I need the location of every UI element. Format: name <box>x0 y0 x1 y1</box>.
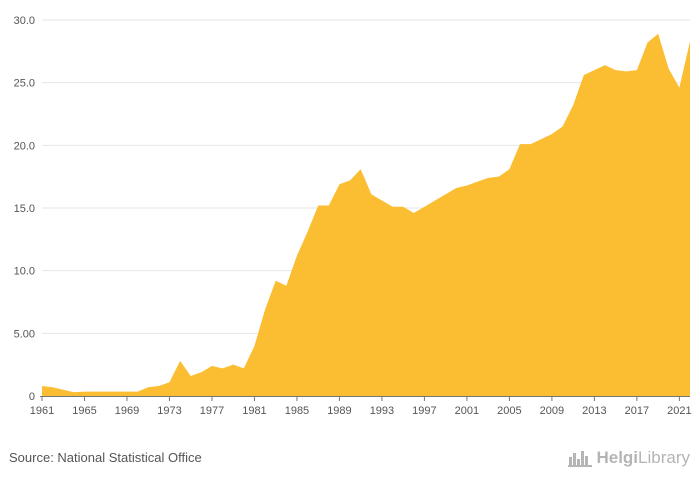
helgi-library-logo: Helgi Library <box>568 448 690 468</box>
y-tick-label: 10.0 <box>14 266 35 278</box>
x-tick-label: 1973 <box>157 405 181 417</box>
y-tick-label: 0 <box>29 391 35 403</box>
x-tick-label: 2013 <box>582 405 606 417</box>
area-series <box>42 33 690 396</box>
x-tick-label: 2005 <box>497 405 521 417</box>
x-tick-label: 1993 <box>370 405 394 417</box>
y-tick-label: 25.0 <box>14 78 35 90</box>
city-skyline-icon <box>568 451 593 467</box>
logo-library-text: Library <box>638 448 690 467</box>
y-tick-label: 20.0 <box>14 140 35 152</box>
x-tick-label: 2001 <box>455 405 479 417</box>
x-tick-label: 1969 <box>115 405 139 417</box>
y-tick-label: 5.00 <box>14 328 35 340</box>
x-tick-label: 1965 <box>72 405 96 417</box>
x-tick-label: 1981 <box>242 405 266 417</box>
x-tick-label: 2009 <box>540 405 564 417</box>
source-note: Source: National Statistical Office <box>9 450 202 465</box>
logo-helgi-text: Helgi <box>596 448 639 467</box>
y-axis-tick-labels: 0 5.00 10.0 15.0 20.0 25.0 30.0 <box>14 15 35 403</box>
x-tick-label: 2017 <box>625 405 649 417</box>
y-tick-label: 30.0 <box>14 15 35 27</box>
x-tick-label: 1961 <box>30 405 54 417</box>
x-axis-ticks: 1961 1965 1969 1973 1977 1981 1985 1989 1993 1997… <box>30 396 692 417</box>
x-tick-label: 1989 <box>327 405 351 417</box>
x-tick-label: 1977 <box>200 405 224 417</box>
y-tick-label: 15.0 <box>14 203 35 215</box>
x-tick-label: 2021 <box>667 405 691 417</box>
x-tick-label: 1997 <box>412 405 436 417</box>
x-tick-label: 1985 <box>285 405 309 417</box>
